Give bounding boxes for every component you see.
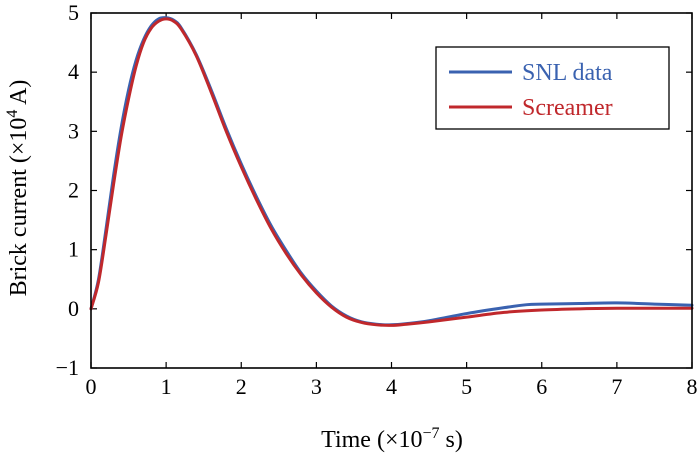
y-tick-labels: −1 0 1 2 3 4 5	[56, 0, 79, 380]
x-tick-label: 0	[86, 374, 97, 399]
y-axis-label-unit: A)	[6, 80, 32, 110]
x-tick-label: 7	[611, 374, 622, 399]
legend: SNL data Screamer	[435, 46, 670, 130]
x-tick-label: 2	[236, 374, 247, 399]
y-tick-label: −1	[56, 355, 79, 380]
x-tick-label: 8	[687, 374, 698, 399]
y-tick-label: 1	[68, 237, 79, 262]
x-tick-label: 3	[311, 374, 322, 399]
x-tick-label: 1	[161, 374, 172, 399]
plot-frame	[90, 12, 693, 369]
series-line-screamer	[89, 17, 694, 327]
y-axis-label-exponent: 4	[4, 110, 21, 118]
y-tick-label: 3	[68, 118, 79, 143]
x-tick-label: 4	[386, 374, 397, 399]
y-tick-label: 2	[68, 178, 79, 203]
y-axis-label: Brick current (×104 A)	[4, 80, 32, 297]
y-tick-label: 4	[68, 59, 79, 84]
legend-box	[435, 46, 670, 130]
legend-label-snl-data: SNL data	[522, 60, 613, 86]
y-tick-label: 0	[68, 296, 79, 321]
x-tick-label: 6	[536, 374, 547, 399]
x-axis-label: Time (×10−7 s)	[321, 425, 463, 453]
series-layer	[89, 16, 694, 327]
y-tick-label: 5	[68, 0, 79, 25]
legend-label-screamer: Screamer	[522, 95, 613, 121]
x-tick-label: 5	[461, 374, 472, 399]
x-tick-labels: 0 1 2 3 4 5 6 7 8	[86, 374, 698, 399]
x-axis-label-exponent: −7	[422, 425, 439, 442]
x-axis-label-unit: s)	[440, 427, 463, 453]
